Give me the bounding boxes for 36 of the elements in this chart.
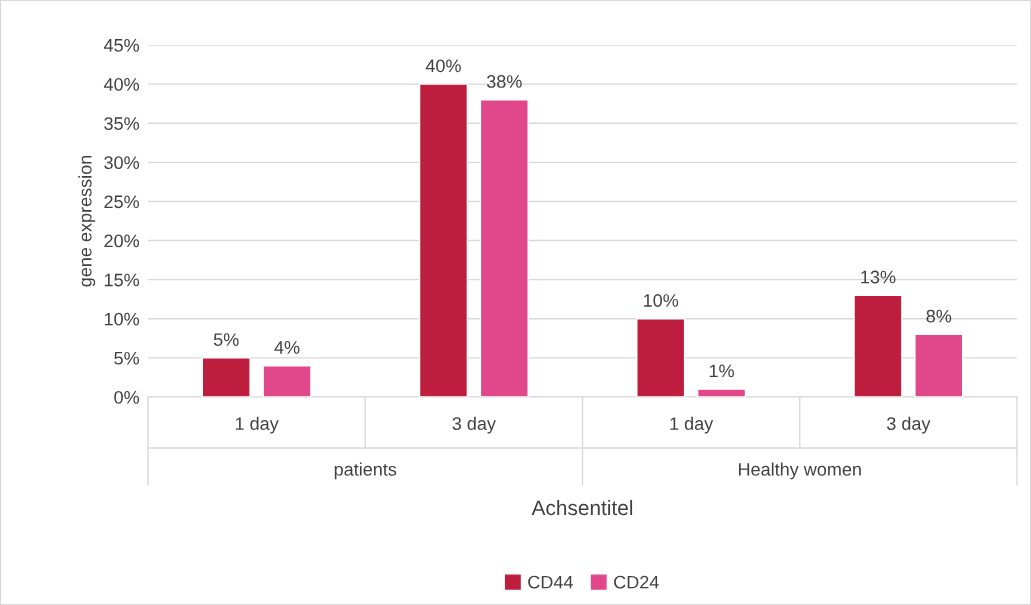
y-tick-label: 5%	[114, 351, 140, 365]
bar	[914, 333, 964, 397]
bar	[201, 357, 251, 397]
y-axis-title: gene expression	[78, 155, 96, 287]
y-tick-label: 0%	[114, 390, 140, 404]
legend-label: CD24	[614, 575, 659, 589]
y-tick-label: 25%	[104, 195, 140, 209]
y-tick-label: 30%	[104, 156, 140, 170]
data-label: 40%	[425, 59, 461, 73]
x-tick-label: 3 day	[452, 416, 496, 434]
bar	[636, 318, 686, 397]
bar	[696, 388, 747, 397]
data-label: 13%	[861, 270, 896, 284]
y-tick-label: 10%	[104, 312, 140, 326]
legend-label: CD44	[528, 575, 573, 589]
x-axis-title: Achsentitel	[531, 499, 633, 516]
bar	[479, 99, 529, 397]
x-tick-label: 3 day	[886, 416, 931, 434]
data-label: 5%	[213, 333, 239, 346]
y-tick-label: 40%	[103, 78, 140, 91]
data-label: 38%	[486, 75, 522, 88]
text: patients	[334, 462, 397, 480]
data-label: 8%	[926, 309, 952, 323]
data-label: 10%	[644, 294, 679, 307]
data-label: 1%	[709, 364, 734, 378]
text: Healthy women	[739, 462, 861, 480]
bar	[262, 365, 312, 397]
y-tick-label: 35%	[104, 117, 140, 130]
bar	[418, 83, 469, 397]
y-tick-label: 15%	[104, 273, 140, 287]
bar	[853, 294, 903, 397]
x-tick-label: 1 day	[235, 416, 279, 434]
y-tick-label: 45%	[103, 39, 140, 52]
x-tick-label: 1 day	[670, 416, 714, 434]
y-tick-label: 20%	[104, 234, 140, 248]
data-label: 4%	[274, 341, 300, 354]
